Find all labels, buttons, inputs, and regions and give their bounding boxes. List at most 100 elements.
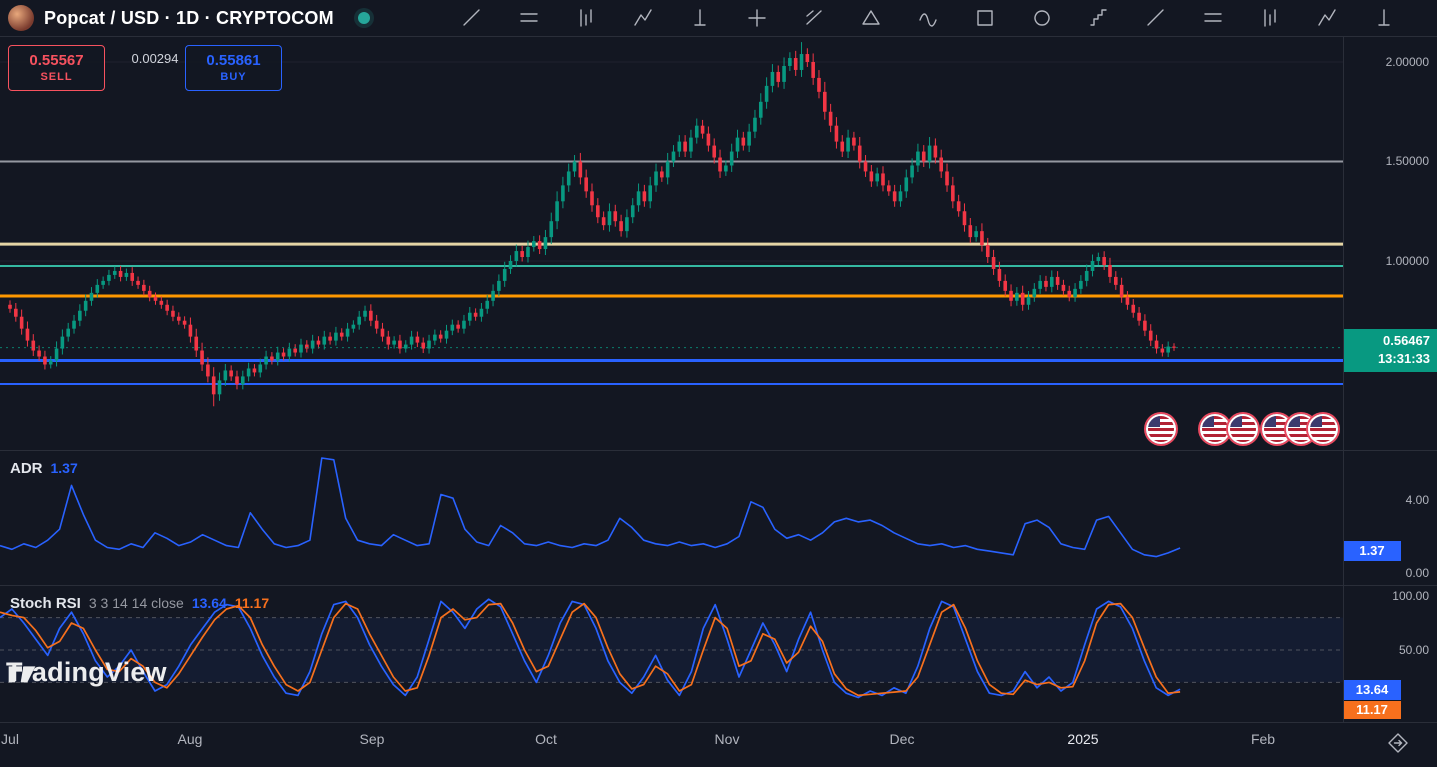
candle-body bbox=[956, 201, 961, 212]
candle-body bbox=[357, 316, 361, 325]
pitchfork-icon[interactable] bbox=[802, 6, 826, 30]
parallel-lines-icon[interactable] bbox=[517, 6, 541, 30]
price-tick-label: 0.00 bbox=[1405, 566, 1429, 580]
candle-body bbox=[689, 137, 693, 152]
symbol-title[interactable]: Popcat / USD · 1D · CRYPTOCOM bbox=[44, 7, 334, 28]
candle-body bbox=[648, 185, 652, 202]
time-label-2025: 2025 bbox=[1067, 731, 1099, 747]
adr-chart-canvas[interactable] bbox=[0, 450, 1343, 585]
price-tick-label: 2.00000 bbox=[1385, 55, 1429, 69]
candle-body bbox=[188, 324, 193, 337]
candle-body bbox=[1119, 284, 1124, 297]
candle-body bbox=[945, 171, 949, 186]
price-pane[interactable]: 0.55567 SELL 0.00294 0.55861 BUY bbox=[0, 36, 1343, 450]
xabcd-pattern-icon[interactable] bbox=[1258, 6, 1282, 30]
candle-body bbox=[921, 151, 926, 162]
candle-body bbox=[543, 237, 548, 250]
sell-button[interactable]: 0.55567 SELL bbox=[8, 45, 105, 91]
tradingview-watermark[interactable]: TradingView bbox=[6, 657, 167, 688]
candle-body bbox=[974, 231, 978, 238]
candle-body bbox=[613, 211, 618, 222]
extended-line-icon[interactable] bbox=[1201, 6, 1225, 30]
time-label-feb: Feb bbox=[1250, 731, 1276, 747]
candle-body bbox=[462, 320, 466, 329]
candle-body bbox=[252, 368, 257, 373]
candle-body bbox=[1166, 346, 1170, 353]
long-position-icon[interactable] bbox=[1372, 6, 1396, 30]
circle-tool-icon[interactable] bbox=[1030, 6, 1054, 30]
stoch-chart-canvas[interactable] bbox=[0, 585, 1343, 722]
candle-body bbox=[171, 310, 175, 317]
candle-body bbox=[444, 330, 449, 339]
candle-body bbox=[485, 300, 490, 309]
candle-body bbox=[415, 336, 420, 343]
time-axis[interactable]: Jul Aug Sep Oct Nov Dec 2025 Feb bbox=[0, 722, 1343, 767]
us-flag-event-icon[interactable] bbox=[1228, 414, 1258, 444]
us-flag-event-icon[interactable] bbox=[1146, 414, 1176, 444]
candle-body bbox=[339, 332, 344, 337]
candle-body bbox=[526, 247, 530, 258]
candle-body bbox=[467, 312, 472, 321]
stoch-rsi-pane[interactable]: Stoch RSI 3 3 14 14 close 13.64 11.17 Tr… bbox=[0, 585, 1343, 722]
candle-body bbox=[1015, 292, 1019, 301]
candle-body bbox=[758, 101, 763, 118]
anchored-text-icon[interactable] bbox=[688, 6, 712, 30]
adr-pane[interactable]: ADR 1.37 bbox=[0, 450, 1343, 585]
candle-body bbox=[764, 85, 769, 102]
pane-separator[interactable] bbox=[0, 450, 1437, 451]
candle-body bbox=[1125, 296, 1130, 305]
candle-body bbox=[834, 125, 839, 142]
candle-body bbox=[729, 151, 734, 166]
candle-body bbox=[584, 177, 588, 192]
stoch-d-badge: 11.17 bbox=[1343, 701, 1401, 719]
candle-body bbox=[1061, 284, 1066, 291]
candle-body bbox=[799, 54, 804, 70]
candle-body bbox=[479, 308, 484, 317]
us-flag-event-icon[interactable] bbox=[1200, 414, 1230, 444]
candle-body bbox=[747, 131, 751, 146]
wave-tool-icon[interactable] bbox=[916, 6, 940, 30]
adr-value: 1.37 bbox=[50, 460, 78, 476]
candle-body bbox=[846, 137, 850, 152]
elliott-wave-icon[interactable] bbox=[1315, 6, 1339, 30]
pane-separator[interactable] bbox=[0, 585, 1437, 586]
gann-steps-icon[interactable] bbox=[1087, 6, 1111, 30]
candle-body bbox=[235, 376, 239, 385]
candle-body bbox=[520, 251, 524, 258]
candle-body bbox=[555, 201, 559, 222]
ray-icon[interactable] bbox=[1144, 6, 1168, 30]
candle-body bbox=[985, 245, 990, 258]
candle-body bbox=[1114, 276, 1118, 285]
candle-body bbox=[95, 284, 100, 293]
candle-body bbox=[660, 171, 664, 178]
bars-pattern-icon[interactable] bbox=[574, 6, 598, 30]
candle-body bbox=[241, 376, 245, 385]
us-flag-event-icon[interactable] bbox=[1308, 414, 1338, 444]
candle-body bbox=[1137, 312, 1141, 321]
price-scale[interactable]: 2.00000 1.50000 1.00000 4.00 0.00 100.00 50.00 bbox=[1343, 0, 1437, 767]
candle-body bbox=[43, 356, 47, 365]
price-chart-canvas[interactable] bbox=[0, 36, 1343, 450]
candle-body bbox=[823, 91, 827, 112]
trend-line-icon[interactable] bbox=[460, 6, 484, 30]
buy-button[interactable]: 0.55861 BUY bbox=[185, 45, 282, 91]
candle-body bbox=[724, 165, 728, 172]
candle-body bbox=[572, 161, 577, 172]
stoch-band bbox=[0, 617, 1343, 683]
triangle-pattern-icon[interactable] bbox=[859, 6, 883, 30]
event-flags-row bbox=[0, 414, 1343, 446]
candle-body bbox=[770, 71, 775, 86]
go-to-date-icon[interactable] bbox=[1386, 731, 1410, 760]
candle-body bbox=[619, 221, 623, 232]
rectangle-tool-icon[interactable] bbox=[973, 6, 997, 30]
candle-body bbox=[962, 211, 967, 226]
adr-title[interactable]: ADR bbox=[10, 460, 43, 477]
spread-value: 0.00294 bbox=[131, 51, 179, 66]
bar-countdown: 13:31:33 bbox=[1377, 351, 1430, 367]
adr-legend: ADR 1.37 bbox=[10, 460, 78, 477]
zigzag-tool-icon[interactable] bbox=[631, 6, 655, 30]
stoch-title[interactable]: Stoch RSI bbox=[10, 595, 81, 612]
cross-line-icon[interactable] bbox=[745, 6, 769, 30]
adr-line bbox=[0, 457, 1181, 558]
market-open-dot[interactable] bbox=[357, 12, 370, 24]
